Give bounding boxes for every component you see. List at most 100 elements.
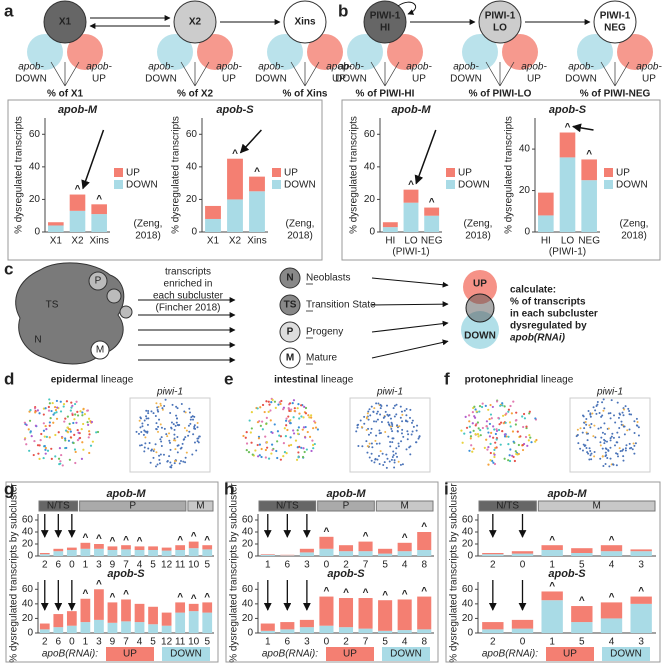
umap-point [73,433,76,437]
legend-label: UP [126,168,140,179]
expression-point [375,434,378,437]
umap-point [269,409,272,412]
venn-down [577,34,613,70]
umap-point [311,443,315,447]
chart-title: apob-M [58,104,98,116]
expression-point [161,407,164,410]
umap-point [276,456,279,460]
bar-segment [205,218,221,232]
umap-point [302,426,305,429]
umap-point [300,404,303,407]
y-tick-label: 20 [242,613,254,624]
legend-label: UP [123,649,137,660]
umap-point [304,425,307,429]
bar-segment [148,550,158,556]
expression-point [604,455,607,458]
legend-swatch [446,168,455,177]
x-tick-label: HI [541,236,551,247]
expression-point [408,446,411,449]
legend-swatch [602,647,650,661]
expression-point [160,436,163,439]
umap-point [493,453,496,456]
expression-point [579,447,582,450]
node-label: PIWI-1 [485,11,516,22]
expression-point [601,431,604,434]
umap-point [469,437,472,440]
umap-point [460,429,463,432]
source-note: (Zeng, [134,219,163,230]
umap-point [302,447,305,450]
expression-point [633,431,636,434]
umap-point [290,443,293,447]
expression-point [381,452,384,455]
expression-point [597,427,600,430]
cluster-symbol: TS [284,300,297,311]
umap-point [42,429,46,432]
umap-point [493,462,497,466]
significance: ^ [110,592,116,603]
umap-point [47,405,50,409]
bar-segment [53,551,64,556]
expression-point [163,405,166,408]
gene-label: apob- [636,62,662,73]
expression-point [162,453,165,456]
umap-point [303,405,306,408]
bar-segment [188,611,199,633]
y-tick-label: 0 [34,227,40,238]
expression-point [367,410,370,413]
expression-point [396,424,399,427]
expression-point [357,444,360,447]
umap-point [467,414,471,417]
bar-segment [382,222,398,228]
umap-point [59,460,62,463]
node-label: Xins [294,17,316,28]
umap-point [276,440,279,443]
umap-point [535,438,538,442]
legend-swatch [114,180,123,189]
umap-point [501,404,504,407]
umap-point [54,433,57,437]
umap-point [521,415,524,418]
x-tick-label: 2 [490,560,496,571]
umap-point [492,425,495,428]
expression-point [370,452,373,455]
expression-point [611,432,614,435]
bar-segment [319,536,334,549]
venn-down [27,34,63,70]
umap-point [525,425,528,428]
expression-point [596,400,599,403]
umap-point [282,408,285,411]
umap-point [25,443,28,446]
umap-point [66,426,69,429]
expression-point [187,424,190,427]
umap-point [292,429,295,432]
bar-segment [397,630,412,633]
umap-point [265,422,268,425]
umap-point [45,427,48,431]
expression-point [587,452,590,455]
expression-point [588,447,591,450]
umap-point [508,459,512,463]
significance: ^ [609,592,615,603]
legend-label: DOWN [616,180,648,191]
x-tick-label: 8 [421,637,427,648]
x-tick-label: 5 [579,560,585,571]
bar-segment [417,596,432,630]
cluster-symbol: N [286,273,293,284]
expression-point [603,442,606,445]
expression-point [180,403,183,406]
umap-point [74,450,77,454]
bar-segment [39,629,50,633]
expression-point [386,457,389,460]
umap-point [256,455,260,458]
expression-point [391,437,394,440]
bar-segment [148,546,158,550]
umap-point [259,424,262,427]
significance: ^ [343,588,349,599]
x-tick-label: 0 [69,560,75,571]
umap-point [493,455,496,459]
umap-point [283,451,287,454]
expression-point [197,441,200,444]
umap-point [509,448,512,451]
legend-swatch [446,180,455,189]
